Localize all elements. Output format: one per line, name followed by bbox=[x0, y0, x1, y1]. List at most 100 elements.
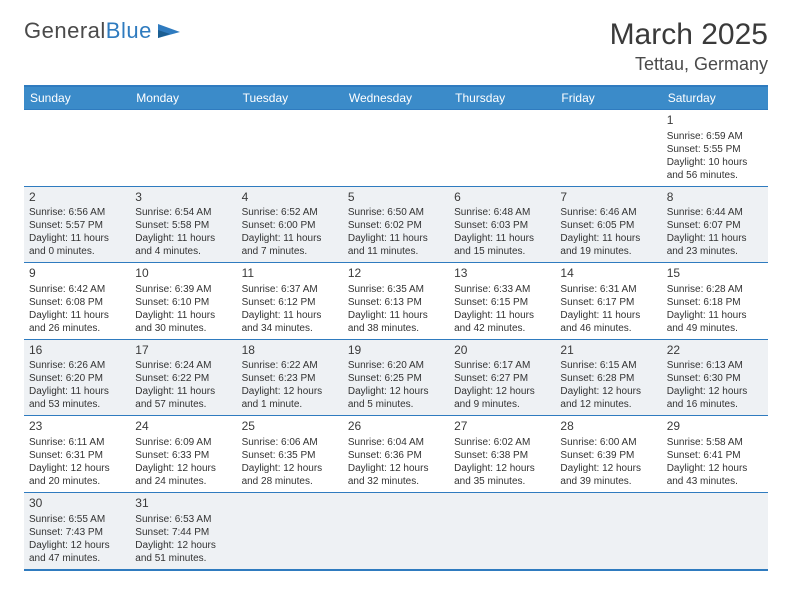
day-text: Daylight: 12 hours and 20 minutes. bbox=[29, 462, 125, 488]
calendar-cell: 19Sunrise: 6:20 AMSunset: 6:25 PMDayligh… bbox=[343, 339, 449, 416]
day-text: Daylight: 10 hours and 56 minutes. bbox=[667, 156, 763, 182]
day-header: Tuesday bbox=[237, 86, 343, 110]
sunrise-text: Sunrise: 6:17 AM bbox=[454, 359, 550, 372]
day-number: 29 bbox=[667, 419, 763, 435]
sunrise-text: Sunrise: 6:35 AM bbox=[348, 283, 444, 296]
calendar-cell bbox=[130, 110, 236, 187]
sunrise-text: Sunrise: 6:50 AM bbox=[348, 206, 444, 219]
sunset-text: Sunset: 6:03 PM bbox=[454, 219, 550, 232]
sunrise-text: Sunrise: 6:48 AM bbox=[454, 206, 550, 219]
day-info: Sunrise: 6:52 AMSunset: 6:00 PMDaylight:… bbox=[242, 206, 338, 258]
sunset-text: Sunset: 6:31 PM bbox=[29, 449, 125, 462]
sunrise-text: Sunrise: 6:31 AM bbox=[560, 283, 656, 296]
day-header: Wednesday bbox=[343, 86, 449, 110]
brand-logo: GeneralBlue bbox=[24, 18, 182, 44]
sunset-text: Sunset: 6:25 PM bbox=[348, 372, 444, 385]
calendar-cell bbox=[555, 110, 661, 187]
day-info: Sunrise: 6:37 AMSunset: 6:12 PMDaylight:… bbox=[242, 283, 338, 335]
calendar-cell bbox=[24, 110, 130, 187]
sunrise-text: Sunrise: 6:00 AM bbox=[560, 436, 656, 449]
title-block: March 2025 Tettau, Germany bbox=[610, 18, 768, 75]
sunset-text: Sunset: 6:12 PM bbox=[242, 296, 338, 309]
day-number: 30 bbox=[29, 496, 125, 512]
sunrise-text: Sunrise: 6:04 AM bbox=[348, 436, 444, 449]
day-text: Daylight: 11 hours and 26 minutes. bbox=[29, 309, 125, 335]
calendar-cell bbox=[555, 492, 661, 569]
day-number: 23 bbox=[29, 419, 125, 435]
sunset-text: Sunset: 6:35 PM bbox=[242, 449, 338, 462]
calendar-week: 30Sunrise: 6:55 AMSunset: 7:43 PMDayligh… bbox=[24, 492, 768, 569]
calendar-cell bbox=[237, 492, 343, 569]
day-number: 22 bbox=[667, 343, 763, 359]
sunset-text: Sunset: 6:22 PM bbox=[135, 372, 231, 385]
calendar-week: 23Sunrise: 6:11 AMSunset: 6:31 PMDayligh… bbox=[24, 416, 768, 493]
sunrise-text: Sunrise: 6:02 AM bbox=[454, 436, 550, 449]
day-info: Sunrise: 6:02 AMSunset: 6:38 PMDaylight:… bbox=[454, 436, 550, 488]
brand-name-b: Blue bbox=[106, 18, 152, 43]
sunset-text: Sunset: 5:57 PM bbox=[29, 219, 125, 232]
sunset-text: Sunset: 6:41 PM bbox=[667, 449, 763, 462]
day-info: Sunrise: 6:15 AMSunset: 6:28 PMDaylight:… bbox=[560, 359, 656, 411]
day-info: Sunrise: 6:26 AMSunset: 6:20 PMDaylight:… bbox=[29, 359, 125, 411]
day-text: Daylight: 11 hours and 7 minutes. bbox=[242, 232, 338, 258]
sunset-text: Sunset: 6:13 PM bbox=[348, 296, 444, 309]
day-number: 20 bbox=[454, 343, 550, 359]
day-number: 2 bbox=[29, 190, 125, 206]
day-number: 12 bbox=[348, 266, 444, 282]
calendar-cell: 13Sunrise: 6:33 AMSunset: 6:15 PMDayligh… bbox=[449, 263, 555, 340]
day-info: Sunrise: 6:04 AMSunset: 6:36 PMDaylight:… bbox=[348, 436, 444, 488]
day-text: Daylight: 11 hours and 42 minutes. bbox=[454, 309, 550, 335]
day-text: Daylight: 11 hours and 19 minutes. bbox=[560, 232, 656, 258]
sunset-text: Sunset: 6:38 PM bbox=[454, 449, 550, 462]
day-info: Sunrise: 6:46 AMSunset: 6:05 PMDaylight:… bbox=[560, 206, 656, 258]
sunrise-text: Sunrise: 6:42 AM bbox=[29, 283, 125, 296]
sunset-text: Sunset: 5:55 PM bbox=[667, 143, 763, 156]
sunrise-text: Sunrise: 6:54 AM bbox=[135, 206, 231, 219]
sunset-text: Sunset: 6:08 PM bbox=[29, 296, 125, 309]
day-number: 1 bbox=[667, 113, 763, 129]
sunrise-text: Sunrise: 6:44 AM bbox=[667, 206, 763, 219]
day-text: Daylight: 11 hours and 0 minutes. bbox=[29, 232, 125, 258]
day-number: 4 bbox=[242, 190, 338, 206]
day-text: Daylight: 12 hours and 43 minutes. bbox=[667, 462, 763, 488]
calendar-cell: 17Sunrise: 6:24 AMSunset: 6:22 PMDayligh… bbox=[130, 339, 236, 416]
day-info: Sunrise: 6:35 AMSunset: 6:13 PMDaylight:… bbox=[348, 283, 444, 335]
day-number: 27 bbox=[454, 419, 550, 435]
day-text: Daylight: 12 hours and 9 minutes. bbox=[454, 385, 550, 411]
calendar-cell: 21Sunrise: 6:15 AMSunset: 6:28 PMDayligh… bbox=[555, 339, 661, 416]
day-text: Daylight: 11 hours and 38 minutes. bbox=[348, 309, 444, 335]
brand-name: GeneralBlue bbox=[24, 18, 152, 44]
sunrise-text: Sunrise: 6:06 AM bbox=[242, 436, 338, 449]
location: Tettau, Germany bbox=[610, 54, 768, 75]
day-number: 18 bbox=[242, 343, 338, 359]
calendar-cell: 26Sunrise: 6:04 AMSunset: 6:36 PMDayligh… bbox=[343, 416, 449, 493]
day-text: Daylight: 11 hours and 53 minutes. bbox=[29, 385, 125, 411]
calendar-cell: 5Sunrise: 6:50 AMSunset: 6:02 PMDaylight… bbox=[343, 186, 449, 263]
day-number: 6 bbox=[454, 190, 550, 206]
day-text: Daylight: 11 hours and 49 minutes. bbox=[667, 309, 763, 335]
calendar-cell: 3Sunrise: 6:54 AMSunset: 5:58 PMDaylight… bbox=[130, 186, 236, 263]
day-text: Daylight: 12 hours and 16 minutes. bbox=[667, 385, 763, 411]
calendar-cell bbox=[237, 110, 343, 187]
day-number: 13 bbox=[454, 266, 550, 282]
calendar-cell: 24Sunrise: 6:09 AMSunset: 6:33 PMDayligh… bbox=[130, 416, 236, 493]
calendar-cell: 25Sunrise: 6:06 AMSunset: 6:35 PMDayligh… bbox=[237, 416, 343, 493]
calendar-cell bbox=[449, 110, 555, 187]
sunset-text: Sunset: 6:10 PM bbox=[135, 296, 231, 309]
calendar-week: 16Sunrise: 6:26 AMSunset: 6:20 PMDayligh… bbox=[24, 339, 768, 416]
calendar-week: 1Sunrise: 6:59 AMSunset: 5:55 PMDaylight… bbox=[24, 110, 768, 187]
calendar-cell: 12Sunrise: 6:35 AMSunset: 6:13 PMDayligh… bbox=[343, 263, 449, 340]
calendar-cell: 11Sunrise: 6:37 AMSunset: 6:12 PMDayligh… bbox=[237, 263, 343, 340]
sunrise-text: Sunrise: 6:33 AM bbox=[454, 283, 550, 296]
sunrise-text: Sunrise: 6:20 AM bbox=[348, 359, 444, 372]
day-text: Daylight: 12 hours and 5 minutes. bbox=[348, 385, 444, 411]
day-info: Sunrise: 6:09 AMSunset: 6:33 PMDaylight:… bbox=[135, 436, 231, 488]
day-header: Saturday bbox=[662, 86, 768, 110]
day-number: 21 bbox=[560, 343, 656, 359]
sunset-text: Sunset: 6:07 PM bbox=[667, 219, 763, 232]
day-info: Sunrise: 6:48 AMSunset: 6:03 PMDaylight:… bbox=[454, 206, 550, 258]
calendar-week: 2Sunrise: 6:56 AMSunset: 5:57 PMDaylight… bbox=[24, 186, 768, 263]
sunset-text: Sunset: 6:28 PM bbox=[560, 372, 656, 385]
sunset-text: Sunset: 6:15 PM bbox=[454, 296, 550, 309]
calendar-cell: 22Sunrise: 6:13 AMSunset: 6:30 PMDayligh… bbox=[662, 339, 768, 416]
